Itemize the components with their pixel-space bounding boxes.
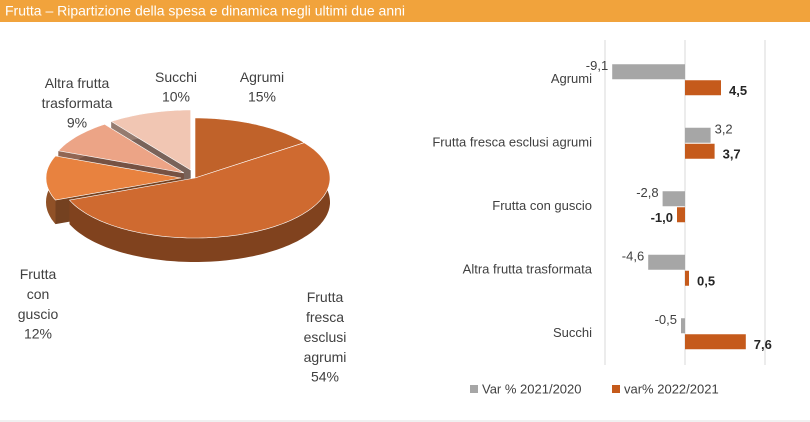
slice-value-label: 12% <box>24 326 52 342</box>
legend-swatch <box>470 385 478 393</box>
value-label: -4,6 <box>622 249 644 264</box>
label-line: esclusi <box>304 329 347 345</box>
bar <box>685 334 746 350</box>
bar <box>685 80 721 96</box>
value-label: 0,5 <box>697 274 715 289</box>
category-label: Altra frutta trasformata <box>463 262 593 277</box>
slice-label: Agrumi <box>240 69 284 85</box>
bar <box>685 143 715 159</box>
value-label: -9,1 <box>586 58 608 73</box>
bar <box>662 191 685 207</box>
title-bar <box>0 0 810 22</box>
category-label: Frutta fresca esclusi agrumi <box>432 135 592 150</box>
label-line: agrumi <box>304 349 347 365</box>
slice-side <box>69 142 330 262</box>
slice-value-label: 15% <box>248 89 276 105</box>
bar <box>648 254 685 270</box>
pie-slice <box>110 109 191 171</box>
value-label: 3,2 <box>715 122 733 137</box>
category-label: Succhi <box>553 325 592 340</box>
slice-value-label: 9% <box>67 115 87 131</box>
pie-slice <box>57 123 185 174</box>
label-line: Altra frutta <box>45 75 110 91</box>
legend-label: Var % 2021/2020 <box>482 381 582 396</box>
label-line: guscio <box>18 306 59 322</box>
bar <box>612 64 685 80</box>
pie-slice <box>45 155 182 201</box>
value-label: 4,5 <box>729 83 747 98</box>
label-line: fresca <box>306 309 344 325</box>
label-line: con <box>27 286 50 302</box>
value-label: -2,8 <box>636 185 658 200</box>
pie-slice <box>194 117 305 179</box>
legend-swatch <box>612 385 620 393</box>
bar <box>685 127 711 143</box>
value-label: 7,6 <box>754 337 772 352</box>
slice-value-label: 54% <box>311 369 339 385</box>
slice-label: Frutta con guscio <box>18 266 59 322</box>
bar <box>685 270 689 286</box>
label-line: Succhi <box>155 69 197 85</box>
bar <box>681 318 685 334</box>
pie-slice <box>68 142 331 239</box>
legend-label: var% 2022/2021 <box>624 381 719 396</box>
slice-value-label: 10% <box>162 89 190 105</box>
category-label: Agrumi <box>551 71 592 86</box>
label-line: Agrumi <box>240 69 284 85</box>
slice-label: Frutta fresca esclusi agrumi <box>304 289 347 365</box>
page-title: Frutta – Ripartizione della spesa e dina… <box>5 3 405 19</box>
category-label: Frutta con guscio <box>492 198 592 213</box>
label-line: trasformata <box>42 95 113 111</box>
bar <box>677 207 685 223</box>
value-label: -0,5 <box>655 312 677 327</box>
slice-label: Altra frutta trasformata <box>42 75 113 111</box>
label-line: Frutta <box>307 289 344 305</box>
value-label: 3,7 <box>723 147 741 162</box>
label-line: Frutta <box>20 266 57 282</box>
value-label: -1,0 <box>651 210 673 225</box>
slice-label: Succhi <box>155 69 197 85</box>
